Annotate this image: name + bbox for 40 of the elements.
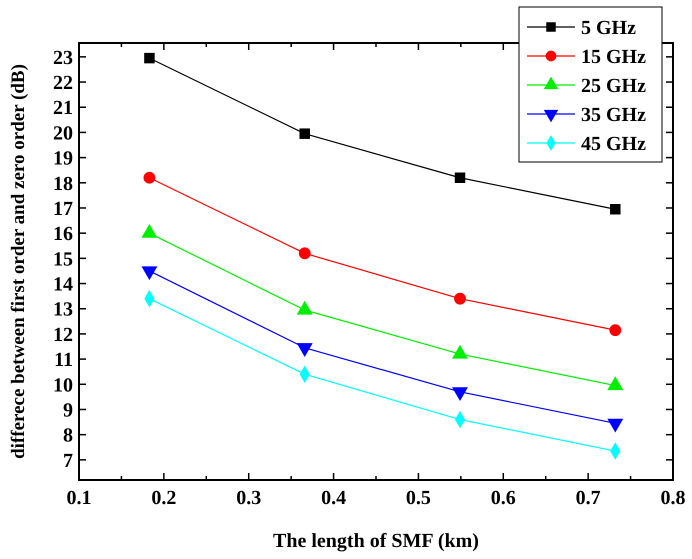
y-tick-label: 11 xyxy=(54,349,73,372)
x-tick-label: 0.6 xyxy=(490,487,516,509)
legend-label: 5 GHz xyxy=(581,17,636,39)
point xyxy=(298,247,311,260)
point xyxy=(144,52,155,64)
x-tick-label: 0.3 xyxy=(236,487,262,509)
legend-label: 25 GHz xyxy=(581,75,646,97)
point xyxy=(609,324,622,336)
y-tick-label: 10 xyxy=(53,374,73,396)
legend-label: 35 GHz xyxy=(581,104,646,126)
x-tick-label: 0.1 xyxy=(66,487,92,509)
y-axis-title: differece between first order and zero order (dB) xyxy=(8,64,29,459)
y-tick-label: 16 xyxy=(53,223,73,246)
point xyxy=(299,128,310,139)
x-tick-label: 0.5 xyxy=(406,487,431,509)
x-axis-title: The length of SMF (km) xyxy=(273,530,479,552)
x-tick-label: 0.2 xyxy=(151,487,176,509)
legend-label: 45 GHz xyxy=(581,133,646,155)
y-tick-label: 7 xyxy=(63,450,73,472)
y-tick-label: 18 xyxy=(53,172,73,195)
legend-label: 15 GHz xyxy=(581,46,646,68)
y-tick-label: 12 xyxy=(53,324,73,346)
y-tick-label: 21 xyxy=(53,97,73,120)
y-tick-label: 23 xyxy=(53,46,73,69)
y-tick-label: 22 xyxy=(53,72,73,94)
y-tick-label: 19 xyxy=(53,148,73,170)
y-tick-label: 20 xyxy=(53,122,73,144)
x-tick-label: 0.4 xyxy=(321,487,346,509)
y-tick-label: 17 xyxy=(53,198,73,220)
x-tick-label: 0.7 xyxy=(576,487,601,509)
point xyxy=(454,172,466,183)
y-tick-label: 14 xyxy=(53,274,73,296)
y-tick-label: 15 xyxy=(53,248,73,270)
x-tick-label: 0.8 xyxy=(660,487,686,509)
point xyxy=(610,204,621,214)
point xyxy=(144,172,156,184)
point xyxy=(454,292,466,305)
y-tick-label: 13 xyxy=(53,298,73,321)
y-tick-label: 9 xyxy=(63,399,73,422)
y-tick-label: 8 xyxy=(63,424,73,447)
